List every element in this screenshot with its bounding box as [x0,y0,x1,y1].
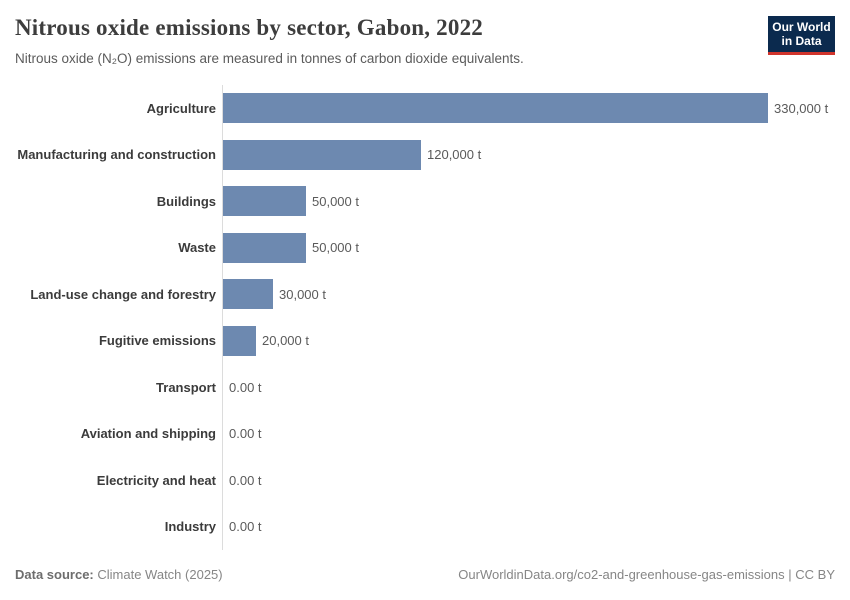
bar [223,232,306,263]
bar [223,279,273,310]
page-title: Nitrous oxide emissions by sector, Gabon… [15,15,483,40]
footer-attribution: OurWorldinData.org/co2-and-greenhouse-ga… [458,567,835,582]
category-label: Manufacturing and construction [17,147,216,163]
row-plot: 30,000 t [222,271,835,318]
value-label: 120,000 t [427,147,482,163]
footer-separator: | [784,567,796,582]
category-label: Fugitive emissions [98,333,216,349]
value-label: 0.00 t [229,519,262,535]
value-label: 50,000 t [312,193,359,209]
category-label: Aviation and shipping [80,426,216,442]
data-source-note: Data source: Climate Watch (2025) [15,567,223,582]
owid-logo[interactable]: Our World in Data [768,16,835,55]
row-plot: 50,000 t [222,225,835,272]
value-label: 50,000 t [312,240,359,256]
data-source-value[interactable]: Climate Watch (2025) [97,567,223,582]
category-label: Industry [164,519,216,535]
value-label: 330,000 t [774,100,829,116]
chart-subtitle: Nitrous oxide (N₂O) emissions are measur… [15,51,524,66]
category-label: Waste [178,240,216,256]
value-label: 0.00 t [229,472,262,488]
chart-row: Waste 50,000 t [15,225,835,272]
row-plot: 0.00 t [222,411,835,458]
chart-row: Agriculture 330,000 t [15,85,835,132]
chart-rows: Agriculture 330,000 t Manufacturing and … [15,85,835,550]
value-label: 0.00 t [229,426,262,442]
value-label: 0.00 t [229,379,262,395]
data-source-label: Data source: [15,567,94,582]
chart-row: Manufacturing and construction 120,000 t [15,132,835,179]
footer-url[interactable]: OurWorldinData.org/co2-and-greenhouse-ga… [458,567,785,582]
chart-row: Land-use change and forestry 30,000 t [15,271,835,318]
row-plot: 20,000 t [222,318,835,365]
chart-row: Transport 0.00 t [15,364,835,411]
bar-chart: Agriculture 330,000 t Manufacturing and … [15,85,835,550]
bar [223,325,256,356]
row-plot: 0.00 t [222,457,835,504]
value-label: 20,000 t [262,333,309,349]
owid-logo-line1: Our World [772,20,831,34]
row-plot: 330,000 t [222,85,835,132]
row-plot: 50,000 t [222,178,835,225]
owid-logo-line2: in Data [781,34,822,49]
bar [223,93,768,124]
category-label: Transport [156,379,216,395]
category-label: Land-use change and forestry [30,286,216,302]
category-label: Electricity and heat [96,472,216,488]
chart-row: Fugitive emissions 20,000 t [15,318,835,365]
chart-row: Industry 0.00 t [15,504,835,551]
footer-license: CC BY [795,567,835,582]
value-label: 30,000 t [279,286,326,302]
bar [223,186,306,217]
row-plot: 120,000 t [222,132,835,179]
row-plot: 0.00 t [222,364,835,411]
chart-row: Buildings 50,000 t [15,178,835,225]
row-plot: 0.00 t [222,504,835,551]
y-axis-line [222,85,223,550]
category-label: Agriculture [146,100,216,116]
category-label: Buildings [156,193,216,209]
chart-row: Aviation and shipping 0.00 t [15,411,835,458]
bar [223,139,421,170]
chart-footer: Data source: Climate Watch (2025) OurWor… [15,567,835,582]
chart-row: Electricity and heat 0.00 t [15,457,835,504]
